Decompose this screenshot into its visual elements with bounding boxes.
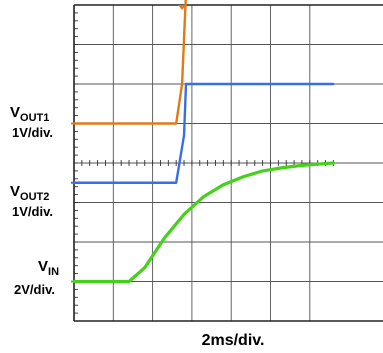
x-axis-label: 2ms/div.: [202, 332, 265, 349]
vout2-label: VOUT2: [10, 183, 49, 203]
vout1-label: VOUT1: [10, 104, 49, 124]
vout1-scale: 1V/div.: [12, 125, 53, 140]
vin-label: VIN: [38, 258, 59, 278]
vin-scale: 2V/div.: [14, 282, 55, 297]
vout2-scale: 1V/div.: [12, 204, 53, 219]
